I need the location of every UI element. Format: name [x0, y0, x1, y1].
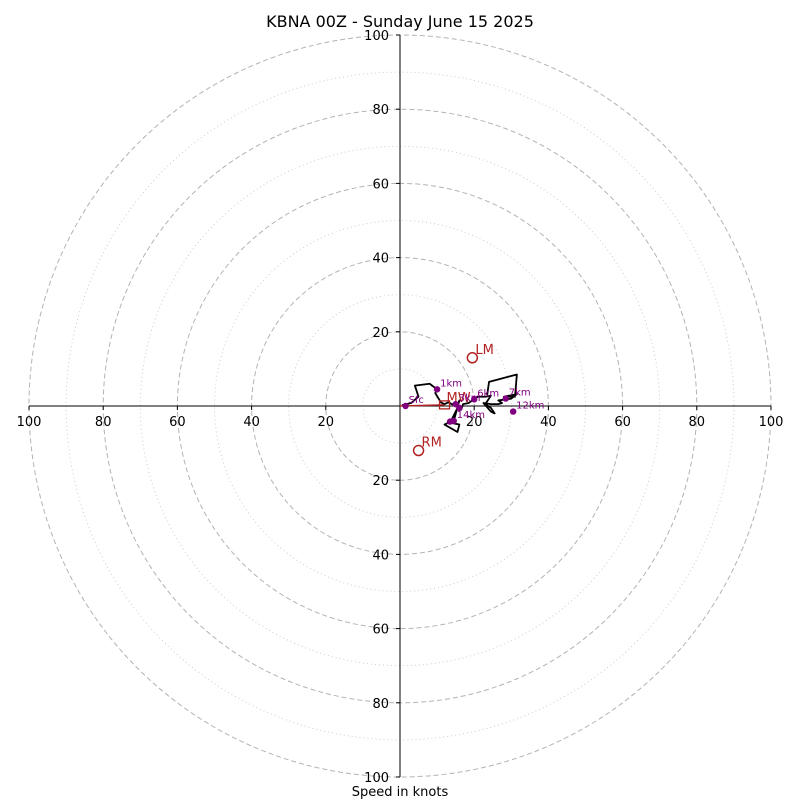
height-marker-point	[433, 386, 441, 393]
height-marker-point	[456, 404, 463, 412]
y-tick-label: 40	[372, 548, 389, 563]
x-axis-label: Speed in knots	[352, 785, 449, 800]
height-marker-point	[446, 418, 454, 425]
x-tick-label: 100	[17, 415, 42, 430]
x-tick-label: 20	[318, 415, 335, 430]
x-tick-label: 40	[243, 415, 260, 430]
x-tick-label: 40	[540, 415, 557, 430]
y-tick-label: 80	[372, 697, 389, 712]
height-marker-label: 1km	[440, 378, 462, 389]
mean-wind-marker	[438, 400, 451, 410]
y-tick-label: 40	[372, 252, 389, 267]
height-marker-point	[402, 402, 409, 410]
x-tick-label: 100	[759, 415, 784, 430]
height-marker-label: 7km	[509, 388, 531, 399]
x-tick-label: 80	[689, 415, 706, 430]
height-marker-label: 3km	[459, 393, 481, 404]
storm-motion-marker-lm	[466, 352, 479, 364]
x-tick-label: 60	[614, 415, 631, 430]
y-tick-label: 60	[372, 177, 389, 192]
y-tick-label: 80	[372, 103, 389, 118]
y-tick-label: 100	[364, 771, 389, 786]
height-marker-label: 12km	[516, 401, 544, 412]
height-marker-point	[502, 395, 509, 402]
tick-labels: 100 80 60 40 20 20 40 60 80 100 100 80 60 40 20 20 40 60 8…	[17, 29, 784, 786]
storm-motion-marker-rm	[412, 444, 425, 457]
x-tick-label: 80	[95, 415, 112, 430]
height-marker-label: 14km	[457, 410, 485, 421]
y-tick-label: 100	[364, 29, 389, 44]
storm-motion-label-lm: LM	[475, 343, 493, 358]
height-marker-point	[471, 396, 478, 403]
height-marker-label: Sfc	[409, 395, 424, 406]
storm-motion-label-rm: RM	[422, 436, 442, 451]
y-tick-label: 20	[372, 474, 389, 489]
y-tick-label: 20	[372, 326, 389, 341]
y-tick-label: 60	[372, 623, 389, 638]
height-marker-label: 6km	[477, 388, 499, 399]
x-tick-label: 20	[466, 415, 483, 430]
mean-wind-label: MW	[447, 391, 471, 406]
chart-title: KBNA 00Z - Sunday June 15 2025	[266, 12, 534, 31]
height-marker-point	[509, 408, 517, 415]
x-tick-label: 60	[169, 415, 186, 430]
